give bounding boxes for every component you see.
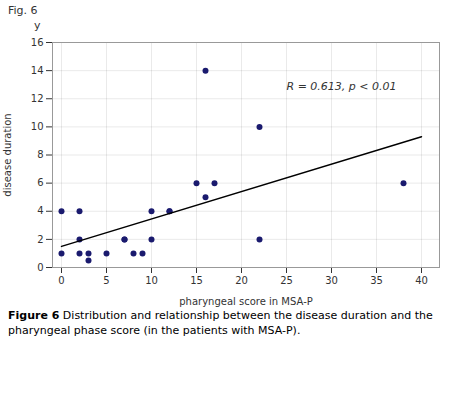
html-text:Figure 6 Distribution and rela: Figure 6 Distribution and relationship b… (8, 309, 433, 337)
svg-text:5: 5 (103, 275, 109, 286)
svg-text:0: 0 (58, 275, 64, 286)
svg-text:15: 15 (190, 275, 203, 286)
svg-text:14: 14 (31, 65, 44, 76)
svg-text:12: 12 (31, 93, 44, 104)
svg-text:R = 0.613, p < 0.01: R = 0.613, p < 0.01 (287, 80, 397, 93)
html-text:Fig. 6: Fig. 6 (8, 4, 38, 17)
svg-text:16: 16 (31, 37, 44, 48)
svg-text:6: 6 (37, 177, 43, 188)
svg-text:30: 30 (325, 275, 338, 286)
svg-text:10: 10 (145, 275, 158, 286)
html-text:y: y (34, 19, 41, 32)
svg-text:40: 40 (415, 275, 428, 286)
svg-text:35: 35 (370, 275, 383, 286)
svg-text:25: 25 (280, 275, 293, 286)
svg-text:4: 4 (37, 205, 43, 216)
svg-text:2: 2 (37, 234, 43, 245)
svg-text:10: 10 (31, 121, 44, 132)
svg-text:20: 20 (235, 275, 248, 286)
svg-text:0: 0 (37, 262, 43, 273)
svg-text:pharyngeal score in MSA-P: pharyngeal score in MSA-P (179, 296, 313, 307)
svg-text:8: 8 (37, 149, 43, 160)
svg-text:disease duration: disease duration (2, 113, 13, 196)
